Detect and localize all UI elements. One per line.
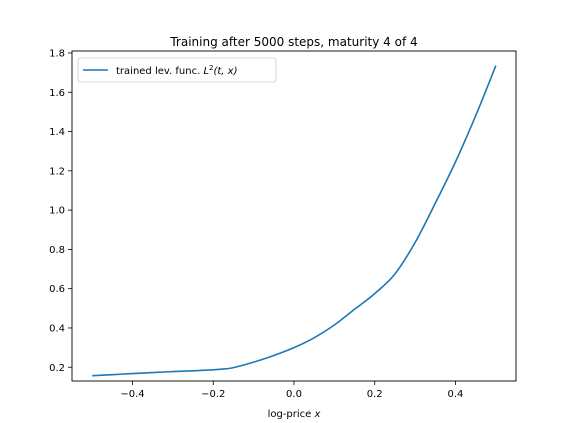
y-tick-label: 0.6 [49, 284, 65, 295]
x-tick-label: −0.2 [201, 389, 225, 400]
y-tick-label: 1.2 [49, 166, 65, 177]
x-axis-label-text: log-price [268, 409, 312, 420]
x-axis-ticks: −0.4 −0.2 0.0 0.2 0.4 [120, 381, 463, 400]
x-tick-label: −0.4 [120, 389, 144, 400]
x-tick-label: 0.0 [286, 389, 302, 400]
legend-label-math-args: (t, x) [213, 66, 237, 77]
legend-label-text: trained lev. func. [116, 66, 203, 77]
x-tick-label: 0.2 [367, 389, 383, 400]
legend-label: trained lev. func. L2(t, x) [116, 64, 237, 77]
y-tick-label: 0.2 [49, 363, 65, 374]
y-tick-label: 0.8 [49, 245, 65, 256]
x-axis-label: log-price x [268, 409, 321, 420]
y-axis-ticks: 0.2 0.4 0.6 0.8 1.0 1.2 1.4 1.6 1.8 [49, 48, 72, 374]
x-axis-label-var: x [314, 409, 321, 420]
y-tick-label: 1.6 [49, 88, 65, 99]
legend-box [77, 57, 277, 83]
legend-label-math-sup: 2 [209, 64, 213, 72]
y-tick-label: 0.4 [49, 323, 65, 334]
y-tick-label: 1.8 [49, 48, 65, 59]
y-tick-label: 1.0 [49, 206, 65, 217]
x-tick-label: 0.4 [448, 389, 464, 400]
legend: trained lev. func. L2(t, x) [77, 57, 277, 83]
series-line-leverage-function [92, 65, 497, 377]
y-tick-label: 1.4 [49, 127, 65, 138]
legend-label-math-base: L [203, 66, 209, 77]
chart-title: Training after 5000 steps, maturity 4 of… [169, 35, 417, 49]
